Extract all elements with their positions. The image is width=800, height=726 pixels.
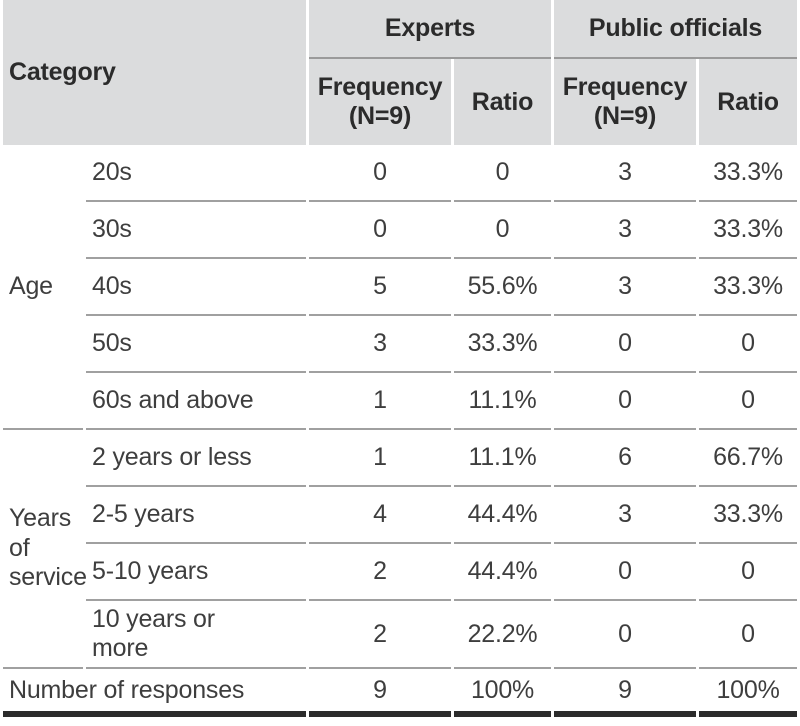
age-group-label: Age (3, 145, 83, 430)
experts-frequency-value: 3 (309, 316, 452, 373)
total-row: Number of responses 9 100% 9 100% (3, 669, 798, 717)
table-row: 40s 5 55.6% 3 33.3% (3, 259, 798, 316)
experts-ratio-value: 55.6% (454, 259, 552, 316)
row-label: 20s (92, 157, 132, 186)
row-label: 10 years or more (92, 604, 215, 663)
category-column-header: Category (3, 0, 307, 145)
experts-frequency-value: 4 (309, 487, 452, 544)
officials-frequency-value: 6 (554, 430, 697, 487)
officials-frequency-value: 3 (554, 202, 697, 259)
officials-ratio-value: 33.3% (699, 259, 798, 316)
officials-frequency-value: 0 (554, 316, 697, 373)
officials-ratio-value: 33.3% (699, 487, 798, 544)
table-row: Age 20s 0 0 3 33.3% (3, 145, 798, 430)
row-label: 5-10 years (92, 556, 209, 585)
officials-ratio-header: Ratio (699, 59, 798, 145)
row-label: 2-5 years (92, 499, 195, 528)
row-label: 60s and above (92, 385, 254, 414)
officials-frequency-value: 0 (554, 373, 697, 430)
experts-frequency-value: 2 (309, 601, 452, 669)
row-label: 2 years or less (92, 442, 252, 471)
officials-ratio-value: 66.7% (699, 430, 798, 487)
total-row-label: Number of responses (3, 669, 307, 717)
officials-frequency-value: 3 (554, 487, 697, 544)
experts-group-header: Experts (309, 0, 552, 59)
experts-frequency-value: 1 (309, 430, 452, 487)
experts-frequency-value: 5 (309, 259, 452, 316)
row-label: 40s (92, 271, 132, 300)
totals-section: Number of responses 9 100% 9 100% (3, 669, 798, 717)
age-section: Age 20s 0 0 3 33.3% 30s 0 0 3 33.3% 40s … (3, 145, 798, 430)
officials-ratio-value: 0 (699, 316, 798, 373)
officials-ratio-value: 0 (699, 373, 798, 430)
experts-frequency-value: 0 (309, 145, 452, 202)
officials-ratio-value: 0 (699, 601, 798, 669)
experts-ratio-header: Ratio (454, 59, 552, 145)
experts-ratio-value: 33.3% (454, 316, 552, 373)
officials-ratio-value: 0 (699, 544, 798, 601)
years-of-service-group-label: Years of service (3, 430, 87, 669)
experts-frequency-value: 2 (309, 544, 452, 601)
officials-frequency-total: 9 (554, 669, 697, 717)
experts-frequency-total: 9 (309, 669, 452, 717)
officials-frequency-header: Frequency (N=9) (554, 59, 697, 145)
experts-ratio-value: 44.4% (454, 487, 552, 544)
officials-frequency-value: 3 (554, 145, 697, 202)
officials-frequency-value: 3 (554, 259, 697, 316)
experts-ratio-value: 0 (454, 202, 552, 259)
row-label: 50s (92, 328, 132, 357)
experts-ratio-total: 100% (454, 669, 552, 717)
table-header: Category Experts Public officials Freque… (3, 0, 798, 145)
officials-frequency-value: 0 (554, 601, 697, 669)
officials-frequency-value: 0 (554, 544, 697, 601)
experts-ratio-value: 0 (454, 145, 552, 202)
table-row: 60s and above 1 11.1% 0 0 (3, 373, 798, 430)
table-row: Years of service 2 years or less 1 11.1%… (3, 430, 798, 669)
experts-frequency-value: 0 (309, 202, 452, 259)
experts-ratio-value: 44.4% (454, 544, 552, 601)
experts-frequency-value: 1 (309, 373, 452, 430)
table-row: 50s 3 33.3% 0 0 (3, 316, 798, 373)
officials-ratio-value: 33.3% (699, 202, 798, 259)
public-officials-group-header: Public officials (554, 0, 798, 59)
experts-ratio-value: 11.1% (454, 430, 552, 487)
table-row: 5-10 years 2 44.4% 0 0 (3, 544, 798, 601)
officials-ratio-value: 33.3% (699, 145, 798, 202)
row-label: 30s (92, 214, 132, 243)
table-row: 30s 0 0 3 33.3% (3, 202, 798, 259)
table-row: 10 years or more 2 22.2% 0 0 (3, 601, 798, 669)
years-of-service-section: Years of service 2 years or less 1 11.1%… (3, 430, 798, 669)
experts-ratio-value: 22.2% (454, 601, 552, 669)
experts-ratio-value: 11.1% (454, 373, 552, 430)
experts-frequency-header: Frequency (N=9) (309, 59, 452, 145)
officials-ratio-total: 100% (699, 669, 798, 717)
table-row: 2-5 years 4 44.4% 3 33.3% (3, 487, 798, 544)
